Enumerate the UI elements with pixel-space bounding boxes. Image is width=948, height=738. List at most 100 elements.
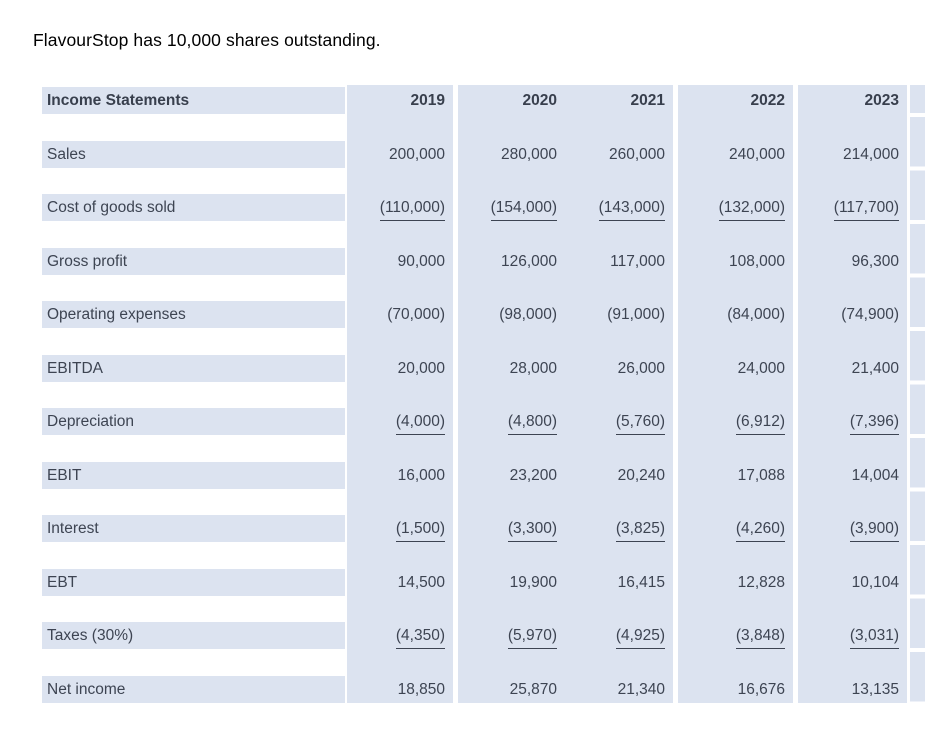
cell-2022[interactable]: (6,912) — [678, 408, 793, 435]
cell-2019[interactable]: 18,850 — [347, 676, 453, 703]
cell-2019[interactable]: (70,000) — [347, 301, 453, 328]
table-row: Gross profit 90,000 126,000 117,000 108,… — [42, 247, 907, 275]
cell-2020[interactable]: (3,300) — [458, 515, 565, 542]
cell-2022[interactable]: (132,000) — [678, 194, 793, 221]
cell-2019[interactable]: (1,500) — [347, 515, 453, 542]
cell-2019[interactable]: (4,350) — [347, 622, 453, 649]
cell-2020[interactable]: 280,000 — [458, 141, 565, 168]
cell-2022[interactable]: 16,676 — [678, 676, 793, 703]
cell-2022[interactable]: (84,000) — [678, 301, 793, 328]
cell-2022[interactable]: 12,828 — [678, 569, 793, 596]
cell-2023[interactable]: (74,900) — [798, 301, 907, 328]
cell-2021[interactable]: (3,825) — [565, 515, 673, 542]
cell-2022[interactable]: 17,088 — [678, 462, 793, 489]
cell-2020[interactable]: 19,900 — [458, 569, 565, 596]
cell-2023[interactable]: 96,300 — [798, 248, 907, 275]
cell-2020[interactable]: 126,000 — [458, 248, 565, 275]
column-band-2022 — [678, 85, 793, 703]
cell-2023[interactable]: (7,396) — [798, 408, 907, 435]
table-row: Depreciation (4,000) (4,800) (5,760) (6,… — [42, 408, 907, 435]
row-label[interactable]: Operating expenses — [42, 301, 345, 328]
cell-2021[interactable]: (143,000) — [565, 194, 673, 221]
cell-value: 280,000 — [500, 145, 557, 163]
table-row: EBITDA 20,000 28,000 26,000 24,000 21,40… — [42, 354, 907, 382]
row-label[interactable]: Sales — [42, 140, 345, 168]
cell-2022[interactable]: (4,260) — [678, 515, 793, 542]
cell-2021[interactable]: (5,760) — [565, 408, 673, 435]
cell-2019[interactable]: 200,000 — [347, 141, 453, 168]
row-label[interactable]: EBITDA — [42, 354, 345, 382]
cell-2022[interactable]: (3,848) — [678, 622, 793, 649]
cell-2023[interactable]: 10,104 — [798, 569, 907, 596]
cell-2023[interactable]: 14,004 — [798, 462, 907, 489]
cell-value: (1,500) — [395, 517, 445, 542]
row-label[interactable]: Depreciation — [42, 408, 345, 435]
cell-value: 24,000 — [737, 359, 785, 377]
year-header-2022[interactable]: 2022 — [750, 92, 785, 109]
cell-2019[interactable]: 90,000 — [347, 248, 453, 275]
cell-value: 26,000 — [617, 359, 665, 377]
cell-value: (132,000) — [718, 196, 785, 221]
cell-value: 214,000 — [842, 145, 899, 163]
year-header-2021[interactable]: 2021 — [630, 92, 665, 109]
cell-2021[interactable]: 117,000 — [565, 248, 673, 275]
cell-value: (70,000) — [387, 306, 445, 323]
cell-2020[interactable]: (98,000) — [458, 301, 565, 328]
cell-2021[interactable]: 26,000 — [565, 355, 673, 382]
cell-value: 96,300 — [851, 252, 899, 270]
table-row: Net income 18,850 25,870 21,340 16,676 1… — [42, 675, 907, 703]
cell-2022[interactable]: 108,000 — [678, 248, 793, 275]
cell-2020[interactable]: 28,000 — [458, 355, 565, 382]
year-header-2019[interactable]: 2019 — [410, 92, 445, 109]
cell-2020[interactable]: (5,970) — [458, 622, 565, 649]
cell-2021[interactable]: 21,340 — [565, 676, 673, 703]
cell-value: 18,850 — [397, 680, 445, 698]
row-label[interactable]: Taxes (30%) — [42, 622, 345, 649]
cell-2022[interactable]: 240,000 — [678, 141, 793, 168]
cell-2021[interactable]: (4,925) — [565, 622, 673, 649]
cell-2020[interactable]: 25,870 — [458, 676, 565, 703]
cell-2019[interactable]: 14,500 — [347, 569, 453, 596]
row-label[interactable]: Interest — [42, 515, 345, 542]
row-label[interactable]: Cost of goods sold — [42, 194, 345, 221]
cell-2020[interactable]: 23,200 — [458, 462, 565, 489]
cell-2019[interactable]: (110,000) — [347, 194, 453, 221]
cell-2022[interactable]: 24,000 — [678, 355, 793, 382]
column-band-2019 — [347, 85, 453, 703]
row-label[interactable]: Net income — [42, 675, 345, 703]
cell-value: (154,000) — [490, 196, 557, 221]
cell-value: 13,135 — [851, 680, 899, 698]
empty-right-column — [910, 117, 925, 703]
cell-2023[interactable]: (117,700) — [798, 194, 907, 221]
cell-2021[interactable]: 260,000 — [565, 141, 673, 168]
cell-2019[interactable]: 20,000 — [347, 355, 453, 382]
table-header-label[interactable]: Income Statements — [42, 87, 345, 114]
cell-2019[interactable]: 16,000 — [347, 462, 453, 489]
cell-value: 90,000 — [397, 252, 445, 270]
table-row: Interest (1,500) (3,300) (3,825) (4,260)… — [42, 515, 907, 542]
table-header-row: Income Statements 2019 2020 2021 2022 20… — [42, 87, 907, 114]
cell-2023[interactable]: (3,900) — [798, 515, 907, 542]
empty-right-column-header — [910, 85, 925, 113]
year-header-2020[interactable]: 2020 — [522, 92, 557, 109]
cell-2023[interactable]: 214,000 — [798, 141, 907, 168]
row-label[interactable]: EBIT — [42, 461, 345, 489]
cell-2023[interactable]: 13,135 — [798, 676, 907, 703]
cell-2021[interactable]: (91,000) — [565, 301, 673, 328]
cell-2019[interactable]: (4,000) — [347, 408, 453, 435]
cell-2023[interactable]: 21,400 — [798, 355, 907, 382]
cell-2023[interactable]: (3,031) — [798, 622, 907, 649]
cell-2021[interactable]: 16,415 — [565, 569, 673, 596]
cell-value: 28,000 — [509, 359, 557, 377]
row-label[interactable]: Gross profit — [42, 247, 345, 275]
income-statement-table: Income Statements 2019 2020 2021 2022 20… — [42, 87, 907, 703]
cell-value: (98,000) — [499, 306, 557, 323]
cell-value: (3,825) — [615, 517, 665, 542]
cell-2020[interactable]: (154,000) — [458, 194, 565, 221]
row-label[interactable]: EBT — [42, 568, 345, 596]
cell-2021[interactable]: 20,240 — [565, 462, 673, 489]
year-header-2023[interactable]: 2023 — [864, 92, 899, 109]
cell-2020[interactable]: (4,800) — [458, 408, 565, 435]
table-row: EBT 14,500 19,900 16,415 12,828 10,104 — [42, 568, 907, 596]
cell-value: (3,848) — [735, 624, 785, 649]
